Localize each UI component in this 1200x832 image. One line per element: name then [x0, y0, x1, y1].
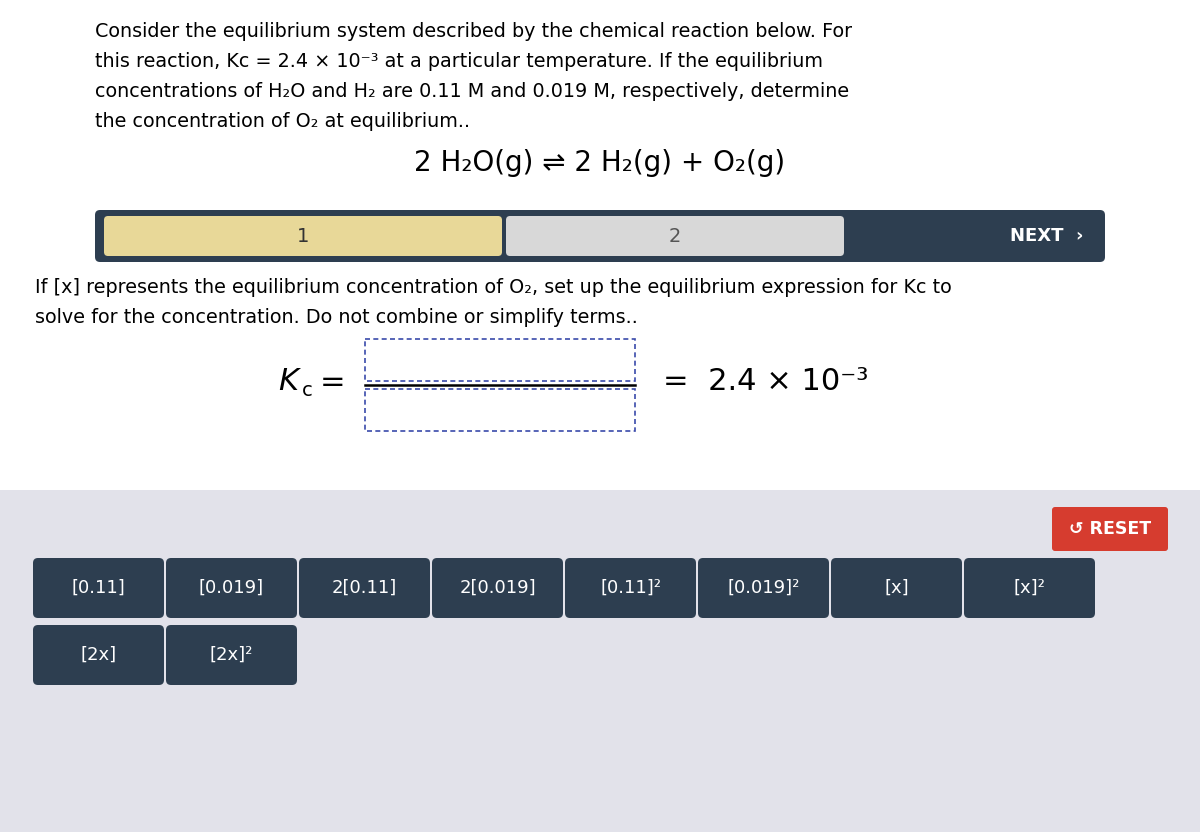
- Text: concentrations of H₂O and H₂ are 0.11 M and 0.019 M, respectively, determine: concentrations of H₂O and H₂ are 0.11 M …: [95, 82, 850, 101]
- Text: K: K: [278, 368, 298, 397]
- Bar: [0, 0, 1200, 490]
- FancyBboxPatch shape: [698, 558, 829, 618]
- FancyBboxPatch shape: [166, 558, 298, 618]
- Text: [2x]²: [2x]²: [210, 646, 253, 664]
- FancyBboxPatch shape: [299, 558, 430, 618]
- FancyBboxPatch shape: [565, 558, 696, 618]
- Text: Consider the equilibrium system described by the chemical reaction below. For: Consider the equilibrium system describe…: [95, 22, 852, 41]
- Text: the concentration of O₂ at equilibrium..: the concentration of O₂ at equilibrium..: [95, 112, 470, 131]
- FancyBboxPatch shape: [830, 558, 962, 618]
- Text: [0.11]: [0.11]: [72, 579, 125, 597]
- Text: [0.019]²: [0.019]²: [727, 579, 799, 597]
- FancyBboxPatch shape: [34, 558, 164, 618]
- Text: [0.11]²: [0.11]²: [600, 579, 661, 597]
- Text: 2[0.11]: 2[0.11]: [332, 579, 397, 597]
- FancyBboxPatch shape: [104, 216, 502, 256]
- Text: 1: 1: [296, 226, 310, 245]
- FancyBboxPatch shape: [365, 389, 635, 431]
- FancyBboxPatch shape: [166, 625, 298, 685]
- Text: c: c: [302, 382, 313, 400]
- Text: ↺ RESET: ↺ RESET: [1069, 520, 1151, 538]
- FancyBboxPatch shape: [964, 558, 1096, 618]
- Text: 2 H₂O(g) ⇌ 2 H₂(g) + O₂(g): 2 H₂O(g) ⇌ 2 H₂(g) + O₂(g): [414, 149, 786, 177]
- Text: 2: 2: [668, 226, 682, 245]
- Text: [x]: [x]: [884, 579, 908, 597]
- Text: solve for the concentration. Do not combine or simplify terms..: solve for the concentration. Do not comb…: [35, 308, 638, 327]
- Bar: [0, 490, 1200, 832]
- Text: [x]²: [x]²: [1014, 579, 1045, 597]
- FancyBboxPatch shape: [365, 339, 635, 381]
- FancyBboxPatch shape: [1052, 507, 1168, 551]
- FancyBboxPatch shape: [95, 210, 1105, 262]
- FancyBboxPatch shape: [506, 216, 844, 256]
- Text: [2x]: [2x]: [80, 646, 116, 664]
- Text: =: =: [320, 368, 346, 397]
- Text: 2[0.019]: 2[0.019]: [460, 579, 536, 597]
- Text: [0.019]: [0.019]: [199, 579, 264, 597]
- FancyBboxPatch shape: [34, 625, 164, 685]
- Text: If [x] represents the equilibrium concentration of O₂, set up the equilibrium ex: If [x] represents the equilibrium concen…: [35, 278, 952, 297]
- Text: NEXT  ›: NEXT ›: [1010, 227, 1084, 245]
- Text: this reaction, Kc = 2.4 × 10⁻³ at a particular temperature. If the equilibrium: this reaction, Kc = 2.4 × 10⁻³ at a part…: [95, 52, 823, 71]
- Text: =  2.4 × 10⁻³: = 2.4 × 10⁻³: [662, 368, 869, 397]
- FancyBboxPatch shape: [432, 558, 563, 618]
